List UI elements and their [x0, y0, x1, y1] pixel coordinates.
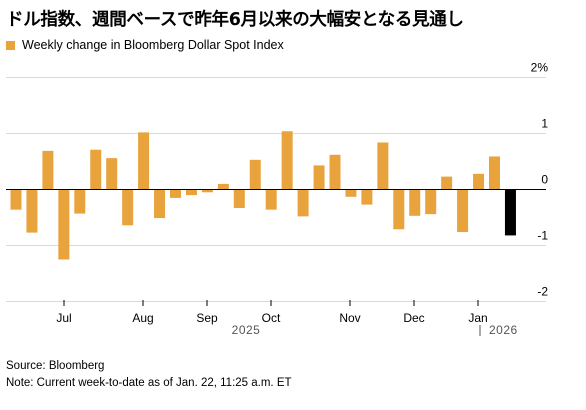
legend: Weekly change in Bloomberg Dollar Spot I…	[6, 38, 284, 52]
x-tick-label: Oct	[262, 311, 281, 325]
bar	[138, 132, 150, 190]
bar	[313, 165, 325, 190]
x-tick-label: Aug	[132, 311, 153, 325]
bar	[58, 189, 70, 260]
bar	[457, 189, 469, 233]
bar	[345, 189, 357, 197]
y-tick-label: 1	[541, 117, 548, 131]
source-note: Source: Bloomberg	[6, 360, 105, 372]
bar	[249, 159, 261, 190]
bar	[425, 189, 437, 215]
bar	[122, 189, 134, 226]
bar	[74, 189, 86, 214]
bar	[106, 158, 118, 190]
legend-swatch	[6, 40, 15, 50]
chart-title: ドル指数、週間ベースで昨年6月以来の大幅安となる見通し	[6, 10, 464, 30]
bar	[377, 142, 389, 190]
year-label: 2026	[489, 323, 518, 337]
bar	[26, 189, 38, 233]
x-tick-label: Dec	[403, 311, 424, 325]
bar-current-week	[504, 189, 516, 236]
bar	[185, 189, 197, 196]
bar	[10, 189, 22, 210]
bar	[217, 183, 229, 190]
bar	[473, 173, 485, 190]
y-tick-label: -1	[537, 229, 548, 243]
x-tick-label: Nov	[339, 311, 360, 325]
bar	[201, 189, 213, 193]
bar	[281, 131, 293, 190]
bar	[90, 149, 102, 190]
bar	[393, 189, 405, 230]
x-tick-label: Jul	[56, 311, 71, 325]
legend-label: Weekly change in Bloomberg Dollar Spot I…	[22, 38, 284, 52]
bar	[154, 189, 166, 219]
bar	[409, 189, 421, 216]
bar	[170, 189, 181, 198]
bar	[233, 189, 245, 208]
bar	[297, 189, 309, 217]
bar	[42, 150, 54, 190]
x-tick-label: Sep	[196, 311, 218, 325]
bar	[489, 156, 500, 190]
y-tick-label: -2	[537, 285, 548, 299]
year-label: 2025	[232, 323, 261, 337]
bar	[265, 189, 277, 210]
y-tick-label: 0	[541, 173, 548, 187]
bar	[441, 176, 453, 190]
bar	[361, 189, 373, 205]
y-tick-label: 2%	[531, 61, 549, 75]
bar	[329, 154, 341, 190]
x-tick-label: Jan	[468, 311, 487, 325]
footnote: Note: Current week-to-date as of Jan. 22…	[6, 377, 292, 389]
